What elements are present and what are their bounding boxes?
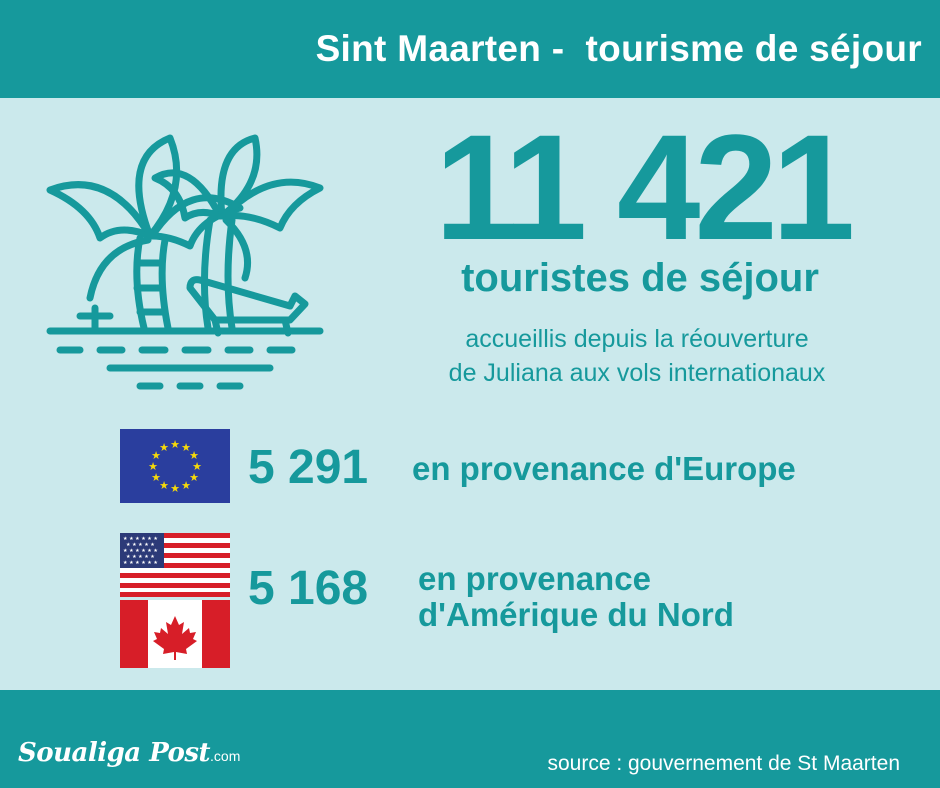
svg-text:★ ★ ★ ★ ★ ★: ★ ★ ★ ★ ★ ★ — [123, 560, 158, 566]
footer-bar — [0, 690, 940, 788]
north-america-label-line-2: d'Amérique du Nord — [418, 596, 734, 633]
svg-text:★ ★ ★ ★ ★ ★: ★ ★ ★ ★ ★ ★ — [123, 536, 158, 542]
brand-suffix: .com — [210, 748, 241, 764]
north-america-tourists-value: 5 168 — [248, 562, 369, 615]
header-bar: Sint Maarten - tourisme de séjour — [0, 0, 940, 98]
svg-text:★: ★ — [189, 449, 199, 462]
svg-text:★: ★ — [151, 449, 161, 462]
svg-text:★: ★ — [159, 441, 169, 454]
svg-text:★: ★ — [181, 441, 191, 454]
beach-palm-icon — [46, 134, 324, 390]
brand-logo: Soualiga Post.com — [18, 738, 240, 768]
eu-flag-icon: ★ ★★ ★★★ ★★★ ★★★ — [120, 429, 230, 503]
svg-text:★: ★ — [148, 460, 158, 473]
svg-text:★: ★ — [189, 471, 199, 484]
svg-text:★: ★ — [170, 482, 180, 495]
svg-text:★: ★ — [192, 460, 202, 473]
svg-text:★ ★ ★ ★ ★: ★ ★ ★ ★ ★ — [126, 542, 155, 548]
brand-name: Soualiga Post — [18, 738, 211, 768]
total-tourists-label: touristes de séjour — [461, 256, 819, 300]
north-america-label-line-1: en provenance — [418, 560, 651, 597]
svg-text:★: ★ — [151, 471, 161, 484]
svg-text:★: ★ — [170, 438, 180, 451]
svg-text:★ ★ ★ ★ ★ ★: ★ ★ ★ ★ ★ ★ — [123, 548, 158, 554]
svg-text:★: ★ — [159, 479, 169, 492]
north-america-tourists-label: en provenance d'Amérique du Nord — [418, 561, 734, 633]
svg-text:★ ★ ★ ★ ★: ★ ★ ★ ★ ★ — [126, 554, 155, 560]
canada-flag-icon — [120, 600, 230, 668]
description: accueillis depuis la réouverture de Juli… — [372, 322, 902, 390]
europe-tourists-value: 5 291 — [248, 441, 369, 494]
total-tourists-value: 11 421 — [434, 103, 856, 271]
europe-tourists-label: en provenance d'Europe — [412, 450, 796, 487]
description-line-2: de Juliana aux vols internationaux — [448, 359, 826, 387]
usa-flag-icon: ★ ★ ★ ★ ★ ★ ★ ★ ★ ★ ★ ★ ★ ★ ★ ★ ★ ★ ★ ★ … — [120, 533, 230, 597]
page-title: Sint Maarten - tourisme de séjour — [315, 28, 922, 69]
description-line-1: accueillis depuis la réouverture — [465, 325, 809, 353]
svg-text:★: ★ — [181, 479, 191, 492]
source-note: source : gouvernement de St Maarten — [547, 752, 900, 775]
